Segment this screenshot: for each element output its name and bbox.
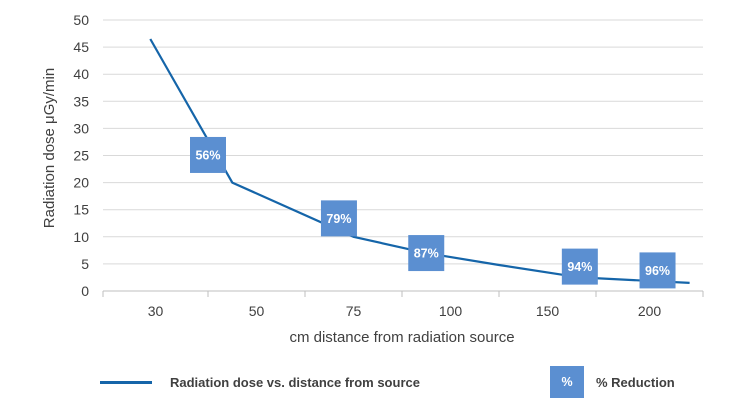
legend-series-label: Radiation dose vs. distance from source <box>170 374 420 390</box>
reduction-box-rect <box>561 248 598 285</box>
reduction-box: 94% <box>561 248 598 285</box>
y-tick-label: 35 <box>73 93 89 109</box>
x-tick-label: 100 <box>439 303 463 319</box>
y-axis-title: Radiation dose μGy/min <box>41 68 58 228</box>
x-tick-label: 150 <box>536 303 560 319</box>
y-tick-label: 10 <box>73 229 89 245</box>
y-tick-label: 20 <box>73 175 89 191</box>
y-tick-label: 5 <box>81 256 89 272</box>
reduction-box-rect <box>320 200 357 237</box>
y-tick-label: 0 <box>81 283 89 299</box>
legend-reduction-swatch: % <box>550 366 584 398</box>
chart: 0 5 10 15 20 25 30 35 40 45 50 30 50 75 100 150 200 56%… <box>41 12 704 346</box>
y-tick-label: 45 <box>73 39 89 55</box>
y-axis-ticks: 0 5 10 15 20 25 30 35 40 45 50 <box>73 12 89 299</box>
y-tick-label: 25 <box>73 148 89 164</box>
reduction-label: 94% <box>567 260 592 274</box>
reduction-label: 87% <box>414 247 439 261</box>
reduction-box-rect <box>408 235 445 272</box>
legend: Radiation dose vs. distance from source <box>100 366 420 398</box>
x-tick-label: 75 <box>346 303 362 319</box>
y-tick-label: 30 <box>73 120 89 136</box>
reduction-label: 96% <box>645 264 670 278</box>
x-tick-label: 200 <box>638 303 662 319</box>
reduction-box: 96% <box>639 252 676 289</box>
y-tick-label: 40 <box>73 66 89 82</box>
x-tick-label: 30 <box>148 303 164 319</box>
reduction-label: 56% <box>195 148 220 162</box>
legend-line-marker <box>100 380 152 384</box>
reduction-box: 79% <box>320 200 357 237</box>
reduction-label: 79% <box>326 212 351 226</box>
reduction-box: 87% <box>408 235 445 272</box>
reduction-box-rect <box>639 252 676 289</box>
x-axis: 30 50 75 100 150 200 <box>102 290 704 319</box>
y-tick-label: 15 <box>73 202 89 218</box>
reduction-box-rect <box>190 136 226 173</box>
reduction-boxes: 56% 79% 87% 94% 96% <box>190 136 676 289</box>
y-tick-label: 50 <box>73 12 89 28</box>
x-axis-title: cm distance from radiation source <box>289 329 514 346</box>
grid-lines <box>103 19 703 265</box>
legend-reduction-label: % Reduction <box>596 374 675 390</box>
legend-reduction: % % Reduction <box>550 366 675 398</box>
reduction-box: 56% <box>190 136 226 173</box>
x-tick-label: 50 <box>249 303 265 319</box>
